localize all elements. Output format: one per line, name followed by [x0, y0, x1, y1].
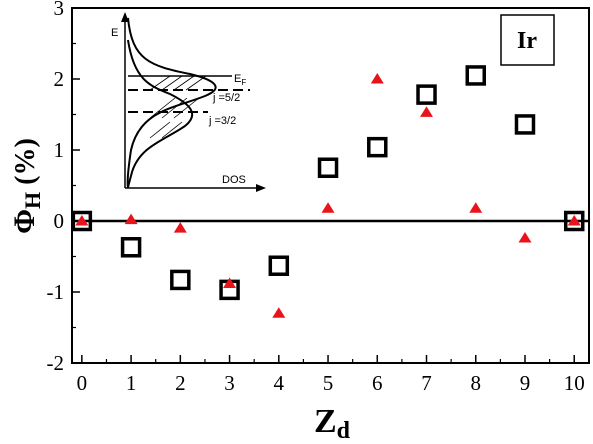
square-marker: [317, 157, 339, 178]
x-tick-label: 6: [372, 371, 383, 395]
x-tick-label: 2: [175, 371, 186, 395]
x-tick-label: 1: [126, 371, 137, 395]
triangle-marker: [420, 106, 434, 117]
x-axis-ticks: 0 1 2 3 4 5 6 7 8 9 10: [77, 355, 585, 395]
square-marker: [514, 114, 536, 135]
triangle-marker: [321, 202, 335, 213]
dos-inset: E DOS EF j =5/2 j =3/2: [111, 12, 266, 192]
y-tick-label: 2: [54, 67, 65, 91]
x-tick-label: 5: [323, 371, 334, 395]
material-label: Ir: [517, 28, 537, 54]
triangle-marker: [173, 222, 187, 233]
square-marker: [416, 84, 437, 105]
inset-y-label: E: [111, 27, 118, 39]
square-marker: [71, 210, 93, 232]
x-tick-label: 7: [421, 371, 432, 395]
x-tick-label: 9: [520, 371, 531, 395]
x-tick-label: 3: [224, 371, 235, 395]
triangle-marker: [518, 232, 532, 243]
series-layer: [71, 65, 585, 318]
triangle-marker: [272, 307, 286, 318]
material-label-box: [500, 14, 555, 66]
triangle-marker: [223, 277, 237, 288]
inset-x-arrow-icon: [256, 184, 266, 192]
x-tick-label: 10: [564, 371, 585, 395]
inset-dos-curve-lower: [127, 39, 194, 189]
square-marker: [367, 136, 388, 158]
y-axis-ticks: -2 -1 0 1 2 3: [47, 0, 80, 375]
y-tick-label: 1: [54, 138, 65, 162]
x-tick-label: 4: [274, 371, 285, 395]
y-axis-title: ΦH (%): [8, 138, 45, 234]
triangle-marker: [124, 213, 138, 225]
inset-j52-label: j =5/2: [212, 92, 240, 104]
triangle-marker: [469, 202, 483, 213]
x-axis-title: Zd: [314, 403, 351, 444]
inset-hatching: [149, 75, 207, 139]
square-marker: [465, 65, 487, 86]
square-marker: [170, 269, 191, 291]
y-tick-label: 0: [54, 209, 65, 233]
square-marker: [563, 210, 585, 232]
inset-dos-curve-upper: [126, 17, 217, 189]
y-tick-label: -2: [47, 351, 65, 375]
triangle-marker: [75, 215, 89, 226]
triangle-marker: [567, 215, 581, 226]
x-tick-label: 8: [471, 371, 482, 395]
inset-j32-label: j =3/2: [208, 115, 236, 127]
y-tick-label: 3: [54, 0, 65, 20]
inset-y-arrow-icon: [121, 12, 129, 22]
inset-x-label: DOS: [222, 174, 246, 186]
square-marker: [120, 237, 142, 258]
y-tick-label: -1: [47, 280, 65, 304]
x-tick-label: 0: [77, 371, 88, 395]
square-marker: [268, 255, 290, 276]
triangle-marker: [370, 73, 384, 84]
inset-fermi-label: EF: [234, 73, 246, 87]
